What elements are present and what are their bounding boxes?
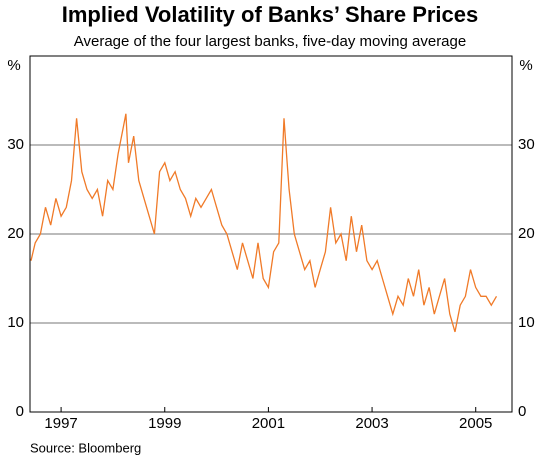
source-note: Source: Bloomberg	[30, 440, 141, 455]
y-tick-label: 30	[7, 136, 24, 153]
data-line	[30, 113, 498, 333]
y-tick-label-right: 30	[518, 136, 535, 153]
x-tick-label: 2005	[459, 415, 492, 432]
y-tick-label: 10	[7, 314, 24, 331]
y-tick-label-right: 0	[518, 403, 526, 420]
x-tick-label: 1997	[44, 415, 77, 432]
y-tick-label-right: 20	[518, 225, 535, 242]
y-unit-left: %	[7, 57, 20, 74]
x-tick-label: 2003	[355, 415, 388, 432]
x-tick-label: 1999	[148, 415, 181, 432]
x-tick-label: 2001	[252, 415, 285, 432]
y-tick-label: 0	[16, 403, 24, 420]
chart-title: Implied Volatility of Banks’ Share Price…	[62, 2, 479, 27]
y-unit-right: %	[519, 57, 532, 74]
y-tick-label: 20	[7, 225, 24, 242]
plot-frame	[29, 55, 513, 413]
y-tick-label-right: 10	[518, 314, 535, 331]
chart-subtitle: Average of the four largest banks, five-…	[74, 33, 466, 50]
